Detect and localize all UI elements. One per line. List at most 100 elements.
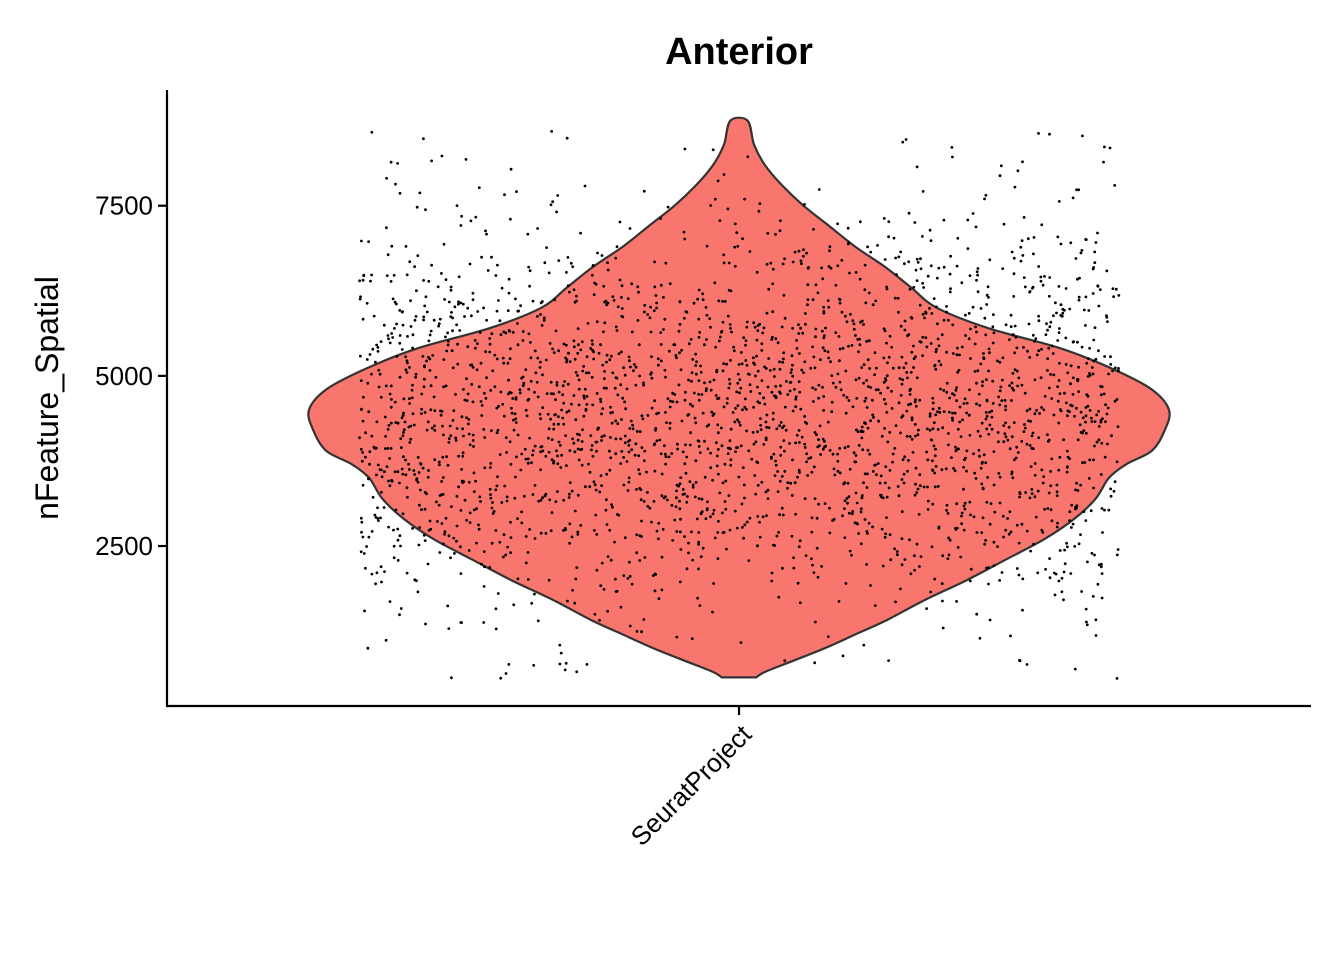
data-point: [379, 340, 383, 343]
data-point: [573, 601, 577, 605]
data-point: [782, 424, 786, 428]
data-point: [918, 473, 922, 477]
data-point: [411, 346, 414, 350]
data-point: [657, 597, 661, 601]
data-point: [991, 341, 995, 345]
data-point: [802, 254, 805, 258]
data-point: [392, 273, 396, 277]
data-point: [963, 501, 967, 505]
data-point: [985, 378, 988, 381]
data-point: [983, 542, 987, 546]
data-point: [988, 410, 991, 414]
data-point: [902, 481, 906, 485]
data-point: [433, 409, 437, 413]
data-point: [798, 601, 802, 605]
data-point: [603, 300, 606, 304]
data-point: [756, 324, 760, 327]
data-point: [773, 394, 776, 398]
data-point: [533, 484, 537, 487]
data-point: [361, 317, 365, 321]
data-point: [606, 268, 610, 272]
data-point: [394, 508, 398, 512]
data-point: [700, 497, 704, 501]
data-point: [718, 339, 721, 343]
data-point: [1037, 319, 1041, 323]
data-point: [687, 342, 691, 346]
data-point: [404, 355, 407, 359]
data-point: [772, 367, 776, 371]
data-point: [1001, 356, 1005, 360]
data-point: [441, 424, 444, 428]
data-point: [436, 285, 440, 289]
data-point: [792, 556, 795, 560]
data-point: [978, 636, 982, 640]
data-point: [766, 385, 770, 389]
data-point: [874, 299, 878, 303]
data-point: [561, 384, 565, 388]
data-point: [842, 393, 846, 397]
data-point: [764, 420, 768, 424]
data-point: [709, 515, 712, 519]
data-point: [1013, 368, 1017, 372]
data-point: [460, 214, 463, 218]
data-point: [697, 393, 700, 396]
data-point: [797, 545, 801, 549]
data-point: [945, 381, 949, 385]
data-point: [446, 463, 450, 467]
data-point: [573, 509, 577, 513]
data-point: [727, 386, 731, 390]
data-point: [451, 316, 454, 320]
data-point: [1057, 285, 1061, 288]
data-point: [457, 454, 460, 458]
data-point: [706, 500, 709, 504]
data-point: [1016, 384, 1019, 388]
data-point: [843, 507, 846, 510]
data-point: [711, 610, 714, 614]
data-point: [687, 541, 690, 545]
data-point: [600, 254, 604, 257]
data-point: [705, 313, 709, 317]
data-point: [841, 514, 844, 518]
data-point: [478, 331, 482, 334]
data-point: [697, 531, 701, 534]
data-point: [433, 424, 436, 428]
data-point: [916, 487, 920, 491]
data-point: [975, 612, 979, 616]
data-point: [758, 535, 762, 539]
data-point: [919, 340, 923, 344]
data-point: [1020, 522, 1024, 526]
data-point: [1109, 494, 1113, 498]
data-point: [375, 473, 378, 477]
data-point: [704, 389, 708, 393]
data-point: [745, 325, 749, 329]
data-point: [479, 361, 483, 365]
data-point: [983, 197, 986, 201]
data-point: [726, 207, 730, 211]
data-point: [599, 584, 603, 588]
data-point: [1087, 357, 1090, 360]
data-point: [765, 311, 769, 315]
data-point: [401, 512, 405, 516]
data-point: [758, 520, 761, 524]
data-point: [786, 393, 790, 396]
data-point: [413, 318, 417, 322]
data-point: [547, 578, 551, 582]
data-point: [932, 421, 936, 425]
data-point: [863, 421, 866, 425]
data-point: [489, 493, 492, 496]
data-point: [678, 580, 682, 584]
data-point: [919, 555, 923, 558]
data-point: [469, 363, 472, 367]
data-point: [548, 498, 552, 502]
data-point: [678, 351, 681, 355]
data-point: [412, 469, 416, 472]
data-point: [736, 372, 740, 376]
data-point: [623, 434, 627, 438]
data-point: [1049, 470, 1052, 473]
data-point: [957, 368, 961, 372]
data-point: [701, 411, 705, 415]
data-point: [885, 495, 889, 499]
data-point: [468, 521, 472, 524]
data-point: [770, 579, 774, 583]
data-point: [496, 592, 500, 595]
